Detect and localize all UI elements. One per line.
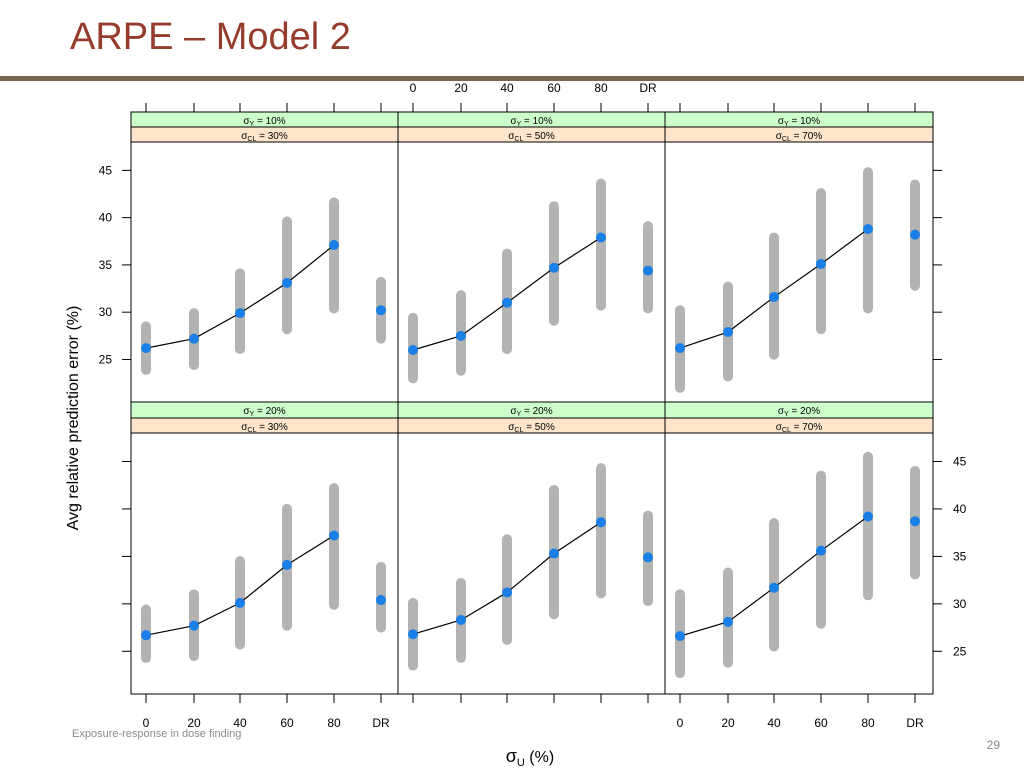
y-tick-label-left: 30 bbox=[99, 305, 113, 319]
y-tick-label-right: 35 bbox=[953, 549, 967, 563]
y-tick-label-right: 25 bbox=[953, 644, 967, 658]
x-tick-label-bottom: 20 bbox=[721, 716, 735, 730]
data-point bbox=[456, 614, 466, 625]
y-tick-label-right: 40 bbox=[953, 502, 967, 516]
data-point bbox=[769, 582, 779, 593]
x-tick-label-top: 0 bbox=[410, 81, 417, 95]
panel-frame-3 bbox=[664, 141, 934, 403]
y-tick-label-left: 45 bbox=[99, 163, 113, 177]
slide-title: ARPE – Model 2 bbox=[70, 16, 351, 58]
data-point bbox=[675, 343, 685, 354]
data-point bbox=[456, 330, 466, 341]
data-point bbox=[376, 595, 386, 606]
x-tick-label-bottom: DR bbox=[906, 716, 924, 730]
y-tick-label-right: 45 bbox=[953, 454, 967, 468]
x-tick-label-bottom: 60 bbox=[814, 716, 828, 730]
data-point bbox=[408, 629, 418, 640]
strip-bottom-label-6: σCL = 70% bbox=[776, 422, 823, 434]
y-tick-label-right: 30 bbox=[953, 597, 967, 611]
data-point bbox=[863, 511, 873, 522]
data-point bbox=[643, 552, 653, 563]
strip-top-label-3: σY = 10% bbox=[778, 116, 820, 128]
x-tick-label-top: 40 bbox=[500, 81, 514, 95]
x-tick-label-top: 80 bbox=[594, 81, 608, 95]
panel-frame-6 bbox=[664, 432, 934, 695]
data-point bbox=[596, 232, 606, 243]
x-tick-label-bottom: DR bbox=[372, 716, 390, 730]
data-point bbox=[816, 545, 826, 556]
data-point bbox=[189, 620, 199, 631]
x-tick-label-bottom: 40 bbox=[767, 716, 781, 730]
strip-top-label-5: σY = 20% bbox=[510, 406, 552, 418]
panel-frame-2 bbox=[397, 141, 666, 403]
x-tick-label-bottom: 80 bbox=[327, 716, 341, 730]
data-point bbox=[235, 597, 245, 608]
x-tick-label-top: DR bbox=[639, 81, 657, 95]
panel-frame-5 bbox=[397, 432, 666, 695]
data-point bbox=[549, 262, 559, 273]
data-point bbox=[235, 308, 245, 319]
strip-bottom-label-2: σCL = 50% bbox=[508, 131, 555, 143]
strip-top-label-2: σY = 10% bbox=[510, 116, 552, 128]
data-point bbox=[643, 265, 653, 276]
strip-bottom-label-4: σCL = 30% bbox=[241, 422, 288, 434]
y-tick-label-left: 40 bbox=[99, 211, 113, 225]
x-axis-label: σU (%) bbox=[506, 746, 554, 768]
strip-top-label-6: σY = 20% bbox=[778, 406, 820, 418]
x-tick-label-top: 60 bbox=[547, 81, 561, 95]
strip-bottom-label-3: σCL = 70% bbox=[776, 131, 823, 143]
data-point bbox=[816, 258, 826, 269]
data-point bbox=[282, 559, 292, 570]
data-point bbox=[675, 631, 685, 642]
panel-frame-1 bbox=[130, 141, 399, 403]
data-point bbox=[141, 630, 151, 641]
data-point bbox=[329, 240, 339, 251]
data-point bbox=[141, 343, 151, 354]
data-point bbox=[329, 530, 339, 541]
data-point bbox=[376, 305, 386, 316]
data-point bbox=[910, 229, 920, 240]
strip-bottom-label-5: σCL = 50% bbox=[508, 422, 555, 434]
data-point bbox=[769, 292, 779, 303]
y-tick-label-left: 35 bbox=[99, 258, 113, 272]
data-point bbox=[863, 223, 873, 234]
data-point bbox=[189, 333, 199, 344]
y-tick-label-left: 25 bbox=[99, 352, 113, 366]
strip-top-label-1: σY = 10% bbox=[243, 116, 285, 128]
strip-top-label-4: σY = 20% bbox=[243, 406, 285, 418]
data-point bbox=[549, 548, 559, 559]
data-point bbox=[502, 297, 512, 308]
x-tick-label-bottom: 80 bbox=[861, 716, 875, 730]
y-axis-label: Avg relative prediction error (%) bbox=[65, 306, 82, 531]
x-tick-label-bottom: 40 bbox=[233, 716, 247, 730]
x-tick-label-bottom: 20 bbox=[187, 716, 201, 730]
x-tick-label-top: 20 bbox=[454, 81, 468, 95]
data-point bbox=[723, 327, 733, 338]
x-tick-label-bottom: 0 bbox=[143, 716, 150, 730]
page-number: 29 bbox=[986, 738, 1000, 752]
data-point bbox=[723, 616, 733, 627]
title-divider bbox=[0, 76, 1024, 81]
data-point bbox=[910, 516, 920, 527]
x-tick-label-bottom: 60 bbox=[280, 716, 294, 730]
data-point bbox=[596, 517, 606, 528]
data-point bbox=[502, 587, 512, 598]
strip-bottom-label-1: σCL = 30% bbox=[241, 131, 288, 143]
footer-text: Exposure-response in dose finding bbox=[72, 728, 242, 740]
x-tick-label-bottom: 0 bbox=[677, 716, 684, 730]
panel-frame-4 bbox=[130, 432, 399, 695]
data-point bbox=[282, 277, 292, 288]
data-point bbox=[408, 345, 418, 355]
